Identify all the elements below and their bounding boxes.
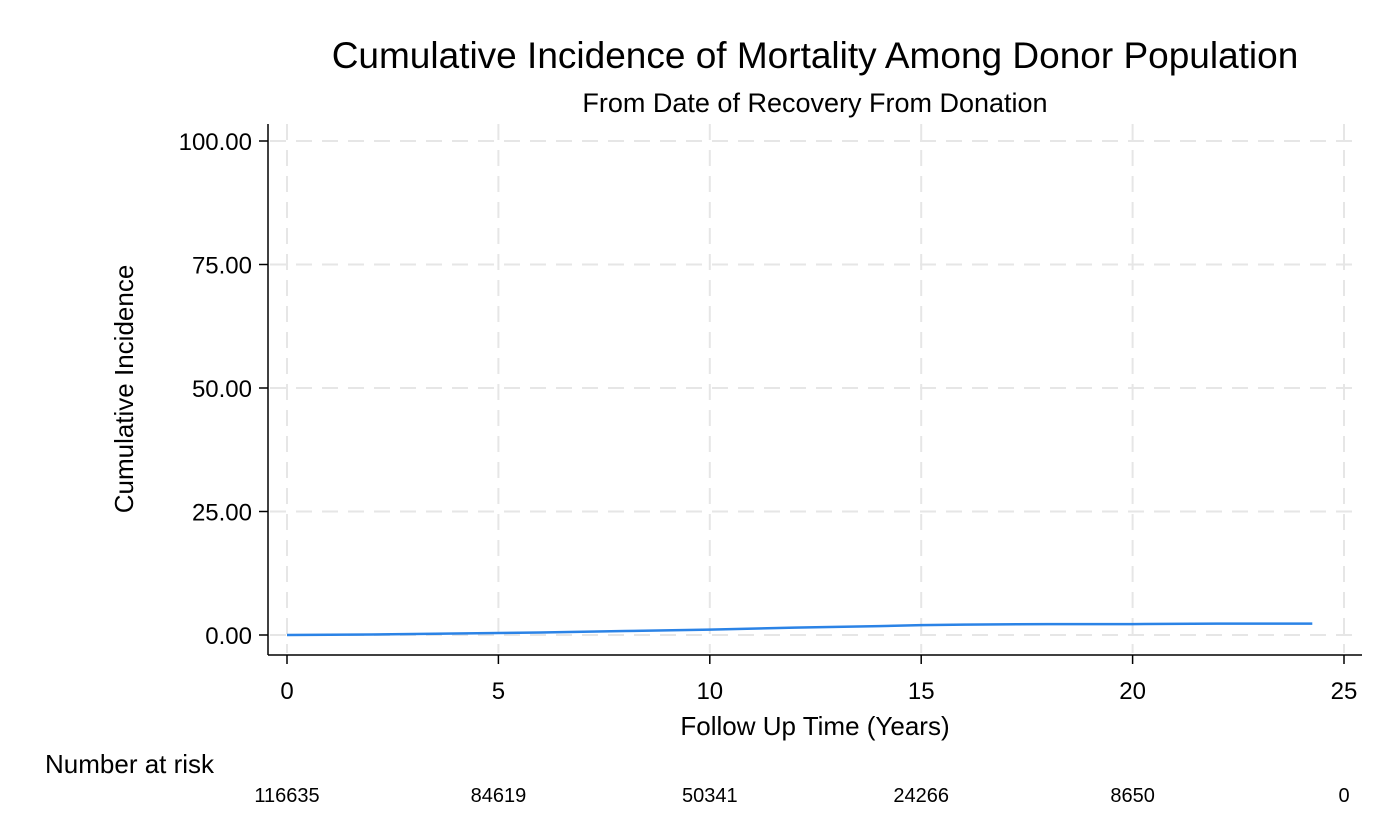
risk-table: 116635 84619 50341 24266 8650 0: [254, 785, 1349, 807]
risk-count: 50341: [682, 785, 738, 807]
chart-title: Cumulative Incidence of Mortality Among …: [332, 35, 1299, 76]
x-tick-label: 0: [280, 678, 293, 705]
y-axis-label: Cumulative Incidence: [109, 265, 139, 514]
y-tick-label: 50.00: [192, 376, 252, 403]
risk-table-title: Number at risk: [45, 749, 215, 779]
y-tick-label: 25.00: [192, 500, 252, 527]
risk-count: 0: [1338, 785, 1349, 807]
risk-count: 116635: [254, 785, 319, 807]
y-tick-label: 100.00: [179, 129, 252, 156]
x-tick-label: 10: [696, 678, 723, 705]
series: [286, 622, 1313, 637]
y-tick-label: 75.00: [192, 253, 252, 280]
x-tick-label: 25: [1331, 678, 1358, 705]
series-line: [286, 622, 1313, 637]
x-tick-label: 15: [908, 678, 935, 705]
chart-subtitle: From Date of Recovery From Donation: [582, 88, 1047, 118]
x-axis-label: Follow Up Time (Years): [680, 711, 949, 741]
risk-count: 8650: [1110, 785, 1155, 807]
y-tick-label: 0.00: [205, 623, 252, 650]
grid: [270, 124, 1362, 653]
x-tick-label: 5: [492, 678, 505, 705]
risk-count: 24266: [893, 785, 949, 807]
y-axis-ticks: 0.00 25.00 50.00 75.00 100.00: [179, 129, 268, 650]
x-axis-ticks: 0 5 10 15 20 25: [280, 655, 1357, 705]
risk-count: 84619: [471, 785, 527, 807]
x-tick-label: 20: [1119, 678, 1146, 705]
